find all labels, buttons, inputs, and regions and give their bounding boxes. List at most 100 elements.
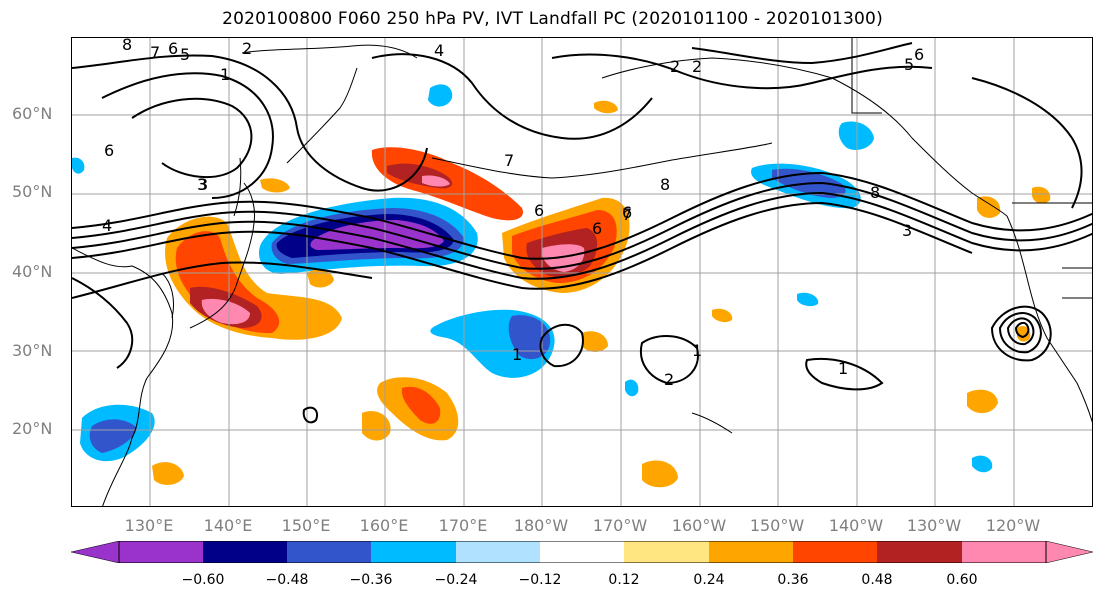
map-svg: 8 7 6 5 2 1 3 4 6 3 4 7 6 8 7 6 2 1 1 2 … bbox=[72, 38, 1092, 506]
colorbar-tick-label: 0.24 bbox=[693, 572, 725, 588]
colorbar bbox=[71, 541, 1093, 563]
contour-low-hawaii bbox=[639, 335, 699, 385]
lon-label-130w: 130°W bbox=[906, 516, 962, 535]
colorbar-bin bbox=[371, 541, 456, 563]
lat-label-30n: 30°N bbox=[12, 341, 53, 360]
coast-kamchatka bbox=[286, 67, 358, 164]
contour-label: 3 bbox=[902, 221, 912, 240]
lat-label-60n: 60°N bbox=[12, 104, 53, 123]
lon-label-130e: 130°E bbox=[124, 516, 174, 535]
contour-west-1 bbox=[72, 277, 134, 369]
shade-red-south1 bbox=[401, 386, 441, 424]
shade-pink-kuril bbox=[422, 175, 450, 187]
coast-korea bbox=[161, 272, 175, 319]
contour-label: 5 bbox=[180, 45, 190, 64]
colorbar-tick-label: 0.36 bbox=[777, 572, 809, 588]
lon-label-160w: 160°W bbox=[671, 516, 727, 535]
lon-label-170w: 170°W bbox=[592, 516, 648, 535]
lon-label-180w: 180°W bbox=[513, 516, 569, 535]
contour-jet-4 bbox=[72, 201, 973, 290]
contour-jet-2 bbox=[72, 181, 1092, 270]
contour-jet-5 bbox=[72, 261, 373, 299]
colorbar-tick-label: −0.24 bbox=[434, 572, 478, 588]
coast-hawaii bbox=[691, 412, 733, 434]
lat-label-50n: 50°N bbox=[12, 182, 53, 201]
contour-label: 7 bbox=[504, 151, 514, 170]
lon-label-170e: 170°E bbox=[438, 516, 488, 535]
shade-orange-kam bbox=[260, 178, 290, 193]
contour-label: 6 bbox=[104, 141, 114, 160]
shade-blue-bc bbox=[838, 121, 874, 150]
border-inland bbox=[1062, 267, 1092, 299]
shade-orange-hawaii bbox=[967, 389, 998, 414]
contour-label: 3 bbox=[198, 175, 208, 194]
contour-gulf-ring-4 bbox=[1014, 321, 1030, 339]
lon-label-150e: 150°E bbox=[281, 516, 331, 535]
contour-north-4 bbox=[371, 53, 653, 140]
shade-blue-small2 bbox=[625, 379, 639, 397]
contour-label: 2 bbox=[664, 370, 674, 389]
coast-alaska-south bbox=[831, 77, 1008, 217]
colorbar-tick-label: −0.60 bbox=[181, 572, 225, 588]
contour-label: 6 bbox=[168, 39, 178, 58]
pv-contours bbox=[72, 42, 1092, 424]
contour-north-2 bbox=[101, 72, 274, 199]
colorbar-tick-label: 0.12 bbox=[608, 572, 640, 588]
contour-gulf-ring-2 bbox=[998, 312, 1042, 354]
shade-orange-small10 bbox=[1017, 326, 1031, 342]
colorbar-bin bbox=[877, 541, 962, 563]
colorbar-tick-label: −0.12 bbox=[518, 572, 562, 588]
contour-label: 1 bbox=[220, 65, 230, 84]
contour-jet-3 bbox=[72, 191, 1092, 280]
shade-blue-small3 bbox=[972, 455, 993, 473]
lon-label-120w: 120°W bbox=[985, 516, 1041, 535]
colorbar-extend-high bbox=[1045, 541, 1093, 563]
contour-label: 6 bbox=[914, 45, 924, 64]
coast-siberia-north bbox=[241, 44, 418, 59]
colorbar-bin bbox=[540, 541, 624, 563]
contour-label: 4 bbox=[102, 216, 112, 235]
colorbar-extend-low bbox=[71, 541, 120, 563]
contour-small-1 bbox=[302, 406, 318, 424]
contour-low-center bbox=[539, 323, 584, 368]
contour-label: 2 bbox=[692, 57, 702, 76]
lon-label-140e: 140°E bbox=[203, 516, 253, 535]
shade-pink-japan bbox=[201, 298, 250, 325]
lat-label-20n: 20°N bbox=[12, 419, 53, 438]
contour-label: 8 bbox=[870, 183, 880, 202]
colorbar-bin bbox=[793, 541, 877, 563]
contour-label: 1 bbox=[512, 345, 522, 364]
shade-orange-south2 bbox=[362, 410, 391, 441]
colorbar-tick-label: 0.48 bbox=[861, 572, 893, 588]
shade-orange-south5 bbox=[642, 460, 678, 488]
coast-north-america bbox=[1006, 215, 1092, 423]
coast-asia-mainland bbox=[72, 247, 174, 506]
contour-label: 8 bbox=[660, 175, 670, 194]
contour-label: 2 bbox=[242, 39, 252, 58]
contour-label: 8 bbox=[122, 38, 132, 54]
shade-orange-south6 bbox=[582, 331, 608, 352]
contour-label: 1 bbox=[838, 359, 848, 378]
shade-blue-small4 bbox=[797, 292, 819, 307]
coast-aleutians bbox=[431, 142, 773, 179]
coast-alaska-west bbox=[601, 57, 833, 79]
contour-label: 4 bbox=[434, 41, 444, 60]
colorbar-bin bbox=[709, 541, 793, 563]
gridlines bbox=[72, 38, 1092, 506]
contour-labels: 8 7 6 5 2 1 3 4 6 3 4 7 6 8 7 6 2 1 1 2 … bbox=[102, 38, 924, 389]
contour-gulf-ring-1 bbox=[990, 305, 1052, 362]
map-title: 2020100800 F060 250 hPa PV, IVT Landfall… bbox=[222, 9, 883, 29]
colorbar-bin bbox=[287, 541, 371, 563]
shade-orange-south4 bbox=[152, 462, 184, 485]
colorbar-tick-label: −0.48 bbox=[265, 572, 309, 588]
lon-label-160e: 160°E bbox=[359, 516, 409, 535]
lon-label-140w: 140°W bbox=[828, 516, 884, 535]
contour-east-1 bbox=[805, 357, 884, 391]
shade-orange-south3 bbox=[307, 269, 334, 288]
contour-bc-loop bbox=[971, 77, 1083, 209]
colorbar-bin bbox=[962, 541, 1046, 563]
contour-gulf-ring-3 bbox=[1006, 317, 1035, 346]
colorbar-bin bbox=[119, 541, 203, 563]
shade-royal-phil bbox=[89, 419, 137, 453]
border-alaska bbox=[851, 38, 882, 114]
